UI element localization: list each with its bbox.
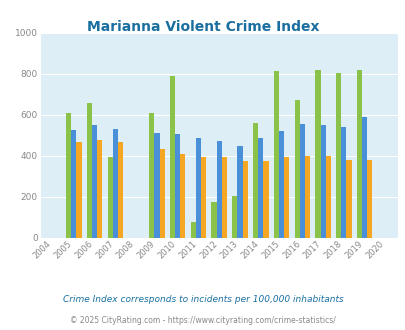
Bar: [252, 123, 258, 238]
Bar: [92, 125, 97, 238]
Bar: [113, 129, 118, 238]
Bar: [341, 127, 345, 238]
Bar: [118, 142, 123, 238]
Bar: [320, 125, 325, 238]
Bar: [159, 149, 164, 238]
Bar: [356, 70, 361, 238]
Bar: [315, 70, 320, 238]
Bar: [195, 138, 200, 238]
Bar: [66, 113, 71, 238]
Bar: [71, 130, 76, 238]
Bar: [200, 157, 206, 238]
Bar: [294, 100, 299, 238]
Bar: [180, 154, 185, 238]
Bar: [221, 157, 226, 238]
Bar: [325, 156, 330, 238]
Bar: [335, 73, 341, 238]
Bar: [263, 161, 268, 238]
Text: Crime Index corresponds to incidents per 100,000 inhabitants: Crime Index corresponds to incidents per…: [62, 295, 343, 304]
Bar: [232, 196, 237, 238]
Bar: [216, 142, 221, 238]
Bar: [211, 202, 216, 238]
Text: Marianna Violent Crime Index: Marianna Violent Crime Index: [87, 20, 318, 34]
Bar: [304, 156, 309, 238]
Bar: [97, 141, 102, 238]
Bar: [190, 222, 195, 238]
Bar: [258, 138, 263, 238]
Bar: [154, 133, 159, 238]
Bar: [76, 142, 81, 238]
Bar: [87, 103, 92, 238]
Bar: [169, 76, 175, 238]
Bar: [367, 160, 371, 238]
Text: © 2025 CityRating.com - https://www.cityrating.com/crime-statistics/: © 2025 CityRating.com - https://www.city…: [70, 316, 335, 325]
Bar: [242, 161, 247, 238]
Legend: Marianna, Arkansas, National: Marianna, Arkansas, National: [79, 329, 359, 330]
Bar: [107, 157, 113, 238]
Bar: [273, 72, 278, 238]
Bar: [175, 134, 180, 238]
Bar: [299, 124, 304, 238]
Bar: [361, 117, 367, 238]
Bar: [278, 131, 284, 238]
Bar: [237, 146, 242, 238]
Bar: [284, 157, 289, 238]
Bar: [149, 114, 154, 238]
Bar: [345, 160, 351, 238]
